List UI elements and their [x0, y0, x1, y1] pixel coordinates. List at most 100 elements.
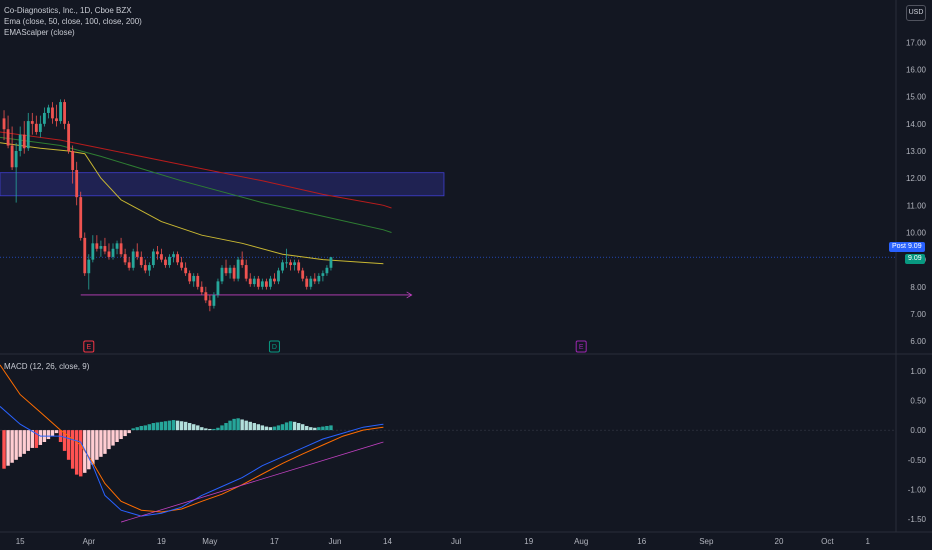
price-tick-label: 6.00: [910, 337, 926, 346]
candle-body: [168, 256, 171, 266]
candle-body: [256, 278, 260, 287]
macd-histogram-bar: [147, 424, 152, 431]
macd-histogram-bar: [288, 421, 293, 431]
time-tick-label: 14: [383, 537, 392, 546]
candle-body: [228, 267, 232, 274]
candle-body: [244, 265, 248, 279]
price-tick-label: 13.00: [906, 147, 927, 156]
candle-body: [248, 278, 252, 285]
macd-histogram-bar: [284, 422, 289, 431]
macd-tick-label: 1.00: [910, 367, 926, 376]
candle-body: [269, 278, 272, 287]
macd-histogram-bar: [111, 430, 115, 446]
candle-body: [55, 118, 58, 122]
time-tick-label: Sep: [699, 537, 714, 546]
candle-body: [79, 197, 83, 238]
time-tick-label: Oct: [821, 537, 834, 546]
time-tick-label: Jun: [329, 537, 342, 546]
candle-body: [91, 243, 95, 260]
candle-body: [281, 262, 284, 271]
candle-body: [83, 237, 87, 274]
macd-histogram-bar: [34, 430, 39, 448]
macd-histogram-bar: [296, 423, 301, 431]
macd-histogram-bar: [6, 430, 10, 466]
candle-body: [289, 262, 293, 266]
candle-body: [321, 273, 325, 276]
candle-body: [301, 270, 305, 279]
event-marker: [83, 340, 95, 353]
macd-histogram-bar: [66, 430, 71, 460]
macd-histogram-bar: [179, 421, 184, 431]
candle-body: [2, 118, 6, 130]
macd-histogram-bar: [292, 421, 297, 431]
macd-histogram-bar: [236, 418, 240, 431]
event-marker: [268, 340, 280, 353]
time-tick-label: Aug: [574, 537, 588, 546]
time-tick-label: 19: [524, 537, 533, 546]
candle-body: [309, 278, 313, 287]
candle-body: [216, 281, 220, 295]
macd-histogram-bar: [155, 422, 160, 431]
candle-body: [277, 270, 280, 282]
macd-histogram-bar: [30, 430, 35, 448]
macd-tick-label: -0.50: [908, 456, 927, 465]
candle-body: [155, 251, 159, 255]
time-tick-label: 17: [270, 537, 279, 546]
candle-body: [127, 262, 131, 268]
ema-scalper-label[interactable]: EMAScalper (close): [4, 28, 75, 37]
candle-body: [42, 112, 46, 124]
event-marker-label: E: [86, 344, 91, 351]
macd-indicator-label[interactable]: MACD (12, 26, close, 9): [4, 362, 90, 371]
candle-body: [252, 278, 256, 285]
macd-histogram-bar: [131, 428, 135, 431]
macd-tick-label: -1.00: [908, 485, 927, 494]
time-tick-label: Apr: [83, 537, 96, 546]
macd-histogram-bar: [321, 426, 325, 431]
price-tick-label: 12.00: [906, 174, 927, 183]
candle-body: [232, 267, 236, 279]
candle-body: [135, 251, 139, 257]
macd-histogram-bar: [171, 420, 176, 431]
candle-body: [240, 259, 244, 266]
macd-histogram-bar: [62, 430, 67, 451]
currency-button[interactable]: USD: [906, 5, 926, 21]
candle-body: [139, 256, 143, 266]
macd-histogram-bar: [216, 427, 220, 431]
candle-body: [264, 281, 268, 287]
candle-body: [147, 265, 151, 271]
ema-indicator-label[interactable]: Ema (close, 50, close, 100, close, 200): [4, 17, 142, 26]
symbol-title[interactable]: Co-Diagnostics, Inc., 1D, Cboe BZX: [4, 6, 132, 15]
macd-histogram-bar: [220, 425, 224, 431]
macd-histogram-bar: [70, 430, 75, 469]
macd-histogram-bar: [256, 424, 261, 431]
event-marker: [575, 340, 587, 353]
macd-histogram-bar: [119, 430, 123, 440]
macd-histogram-bar: [192, 424, 196, 431]
candle-body: [285, 262, 288, 264]
macd-histogram-bar: [107, 430, 111, 450]
candle-body: [329, 257, 333, 268]
candle-body: [236, 259, 240, 279]
macd-tick-label: 0.00: [910, 426, 926, 435]
macd-histogram-bar: [99, 430, 103, 457]
candle-body: [71, 150, 75, 170]
candle-body: [87, 259, 91, 274]
macd-histogram-bar: [18, 430, 22, 457]
candle-body: [26, 121, 30, 149]
time-tick-label: 16: [637, 537, 646, 546]
macd-histogram-bar: [208, 428, 212, 431]
macd-histogram-bar: [309, 427, 313, 431]
candle-body: [208, 300, 212, 306]
candle-body: [63, 102, 66, 124]
ema-200-line: [0, 131, 392, 209]
macd-histogram-bar: [305, 425, 309, 431]
macd-histogram-bar: [143, 425, 148, 431]
macd-histogram-bar: [276, 425, 281, 431]
price-tick-label: 11.00: [907, 201, 927, 210]
macd-histogram-bar: [240, 419, 244, 431]
macd-signal-line: [0, 364, 384, 513]
macd-histogram-bar: [115, 430, 119, 442]
post-value: 9.09: [907, 243, 922, 250]
macd-tick-label: -1.50: [908, 515, 927, 524]
